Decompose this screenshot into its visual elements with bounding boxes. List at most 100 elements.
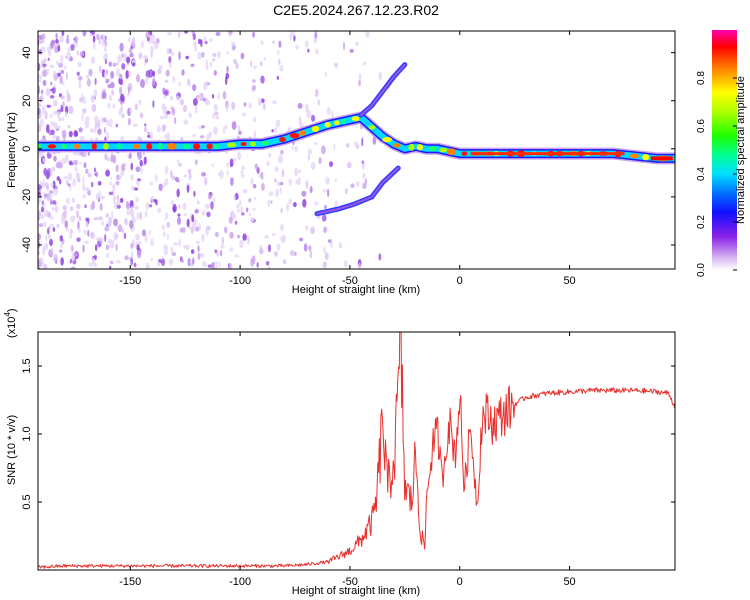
noise-speckle [229, 158, 234, 168]
ridge-blob [183, 143, 191, 150]
noise-speckle [192, 218, 198, 227]
noise-speckle [135, 233, 140, 241]
noise-speckle [183, 119, 188, 125]
noise-speckle [275, 188, 279, 198]
noise-speckle [213, 111, 219, 116]
noise-speckle [212, 58, 216, 62]
noise-speckle [361, 160, 364, 164]
noise-speckle [171, 107, 176, 116]
noise-speckle [267, 266, 271, 269]
noise-speckle [103, 126, 106, 134]
noise-speckle [64, 111, 68, 118]
noise-speckle [229, 231, 234, 239]
noise-speckle [93, 217, 99, 221]
noise-speckle [38, 223, 44, 228]
noise-speckle [211, 163, 214, 168]
noise-speckle [76, 209, 79, 219]
noise-speckle [51, 206, 54, 211]
noise-speckle [228, 31, 233, 35]
noise-speckle [260, 171, 264, 180]
noise-speckle [116, 199, 121, 206]
ridge-blob [133, 143, 141, 150]
noise-speckle [330, 240, 333, 249]
ridge-blob [382, 136, 393, 143]
noise-speckle [112, 194, 117, 204]
noise-speckle [51, 200, 57, 205]
spectrogram-y-axis-label: Frequency (Hz) [6, 112, 18, 188]
noise-speckle [94, 244, 98, 252]
spectrogram-speckles [38, 31, 390, 269]
noise-speckle [157, 68, 162, 75]
noise-speckle [324, 71, 327, 78]
noise-speckle [226, 170, 229, 176]
x-tick-label: -50 [342, 576, 358, 588]
noise-speckle [164, 177, 169, 186]
noise-speckle [326, 107, 331, 116]
noise-speckle [164, 79, 169, 83]
noise-speckle [109, 118, 113, 128]
noise-speckle [183, 174, 188, 178]
snr-x-ticks: -150 -100 -50 0 50 [119, 332, 576, 588]
noise-speckle [78, 80, 82, 89]
noise-speckle [130, 45, 134, 49]
noise-speckle [233, 58, 237, 65]
noise-speckle [141, 229, 147, 237]
noise-speckle [354, 141, 359, 147]
noise-speckle [207, 264, 213, 268]
noise-speckle [61, 80, 65, 86]
noise-speckle [322, 188, 328, 193]
noise-speckle [200, 38, 203, 48]
noise-speckle [168, 55, 172, 64]
noise-speckle [169, 170, 173, 179]
noise-speckle [321, 214, 327, 222]
noise-speckle [50, 129, 55, 136]
y-tick-label: 0 [21, 146, 33, 152]
svg-text:(x104): (x104) [3, 308, 18, 338]
noise-speckle [335, 62, 338, 70]
noise-speckle [131, 59, 136, 63]
noise-speckle [87, 229, 90, 237]
colorbar-tick-label: 0.8 [696, 71, 707, 85]
noise-speckle [53, 253, 58, 263]
noise-speckle [288, 178, 292, 186]
noise-speckle [194, 209, 199, 214]
noise-speckle [225, 104, 229, 112]
noise-speckle [305, 180, 309, 189]
noise-speckle [115, 243, 118, 252]
noise-speckle [234, 220, 238, 225]
noise-speckle [242, 233, 247, 241]
noise-speckle [129, 152, 132, 160]
noise-speckle [221, 236, 224, 245]
noise-speckle [53, 44, 59, 54]
noise-speckle [61, 31, 65, 36]
noise-speckle [74, 166, 78, 172]
noise-speckle [85, 221, 89, 228]
noise-speckle [62, 205, 68, 211]
noise-speckle [212, 53, 217, 57]
noise-speckle [52, 99, 58, 107]
noise-speckle [181, 259, 184, 263]
noise-speckle [202, 260, 207, 267]
noise-speckle [182, 244, 188, 249]
noise-speckle [71, 254, 76, 262]
noise-speckle [237, 151, 242, 161]
noise-speckle [68, 105, 74, 115]
noise-speckle [93, 167, 97, 173]
noise-speckle [118, 175, 122, 180]
noise-speckle [99, 203, 103, 211]
noise-speckle [131, 37, 136, 46]
noise-speckle [301, 190, 307, 197]
noise-speckle [64, 65, 67, 70]
noise-speckle [192, 133, 197, 138]
noise-speckle [150, 238, 154, 247]
noise-speckle [139, 159, 143, 167]
noise-speckle [291, 145, 294, 150]
noise-speckle [136, 243, 140, 252]
noise-speckle [74, 35, 78, 44]
colorbar-tick-label: 0.0 [696, 263, 707, 277]
noise-speckle [41, 92, 44, 101]
branch-inner [359, 63, 406, 117]
y-tick-label: 0.5 [21, 494, 33, 509]
noise-speckle [39, 118, 44, 127]
noise-speckle [219, 244, 225, 249]
